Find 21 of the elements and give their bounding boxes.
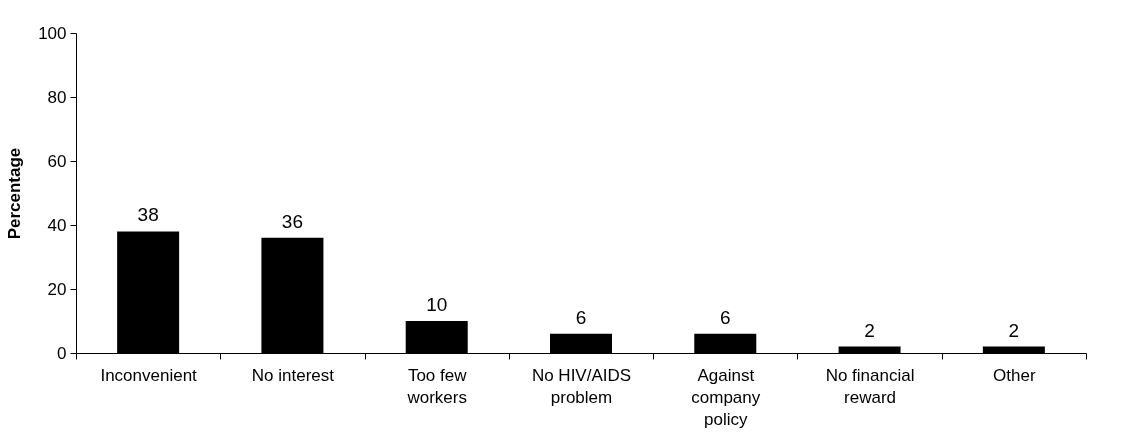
x-tick-label: No financial reward xyxy=(825,365,915,407)
y-tick-label: 80 xyxy=(47,87,67,107)
x-tick-label: Too few workers xyxy=(406,365,468,407)
data-label: 2 xyxy=(864,319,875,341)
y-axis-title: Percentage xyxy=(5,147,25,240)
x-tick-label: No HIV/AIDS problem xyxy=(531,365,632,407)
data-label: 6 xyxy=(575,306,587,328)
data-label: 6 xyxy=(720,306,731,328)
data-label: 38 xyxy=(137,204,159,226)
data-label: 2 xyxy=(1008,319,1020,341)
y-tick-label: 100 xyxy=(38,23,67,43)
y-tick-label: 0 xyxy=(57,343,67,363)
data-label: 36 xyxy=(281,210,303,232)
x-tick-label: Inconvenient xyxy=(100,365,198,385)
y-tick-label: 40 xyxy=(47,215,67,235)
x-tick-label: Against company policy xyxy=(691,365,761,429)
data-label: 10 xyxy=(426,294,448,315)
x-tick-label: Other xyxy=(993,365,1036,385)
x-tick-label: No interest xyxy=(251,365,335,385)
y-tick-label: 20 xyxy=(47,279,67,299)
y-tick-label: 60 xyxy=(47,151,67,171)
